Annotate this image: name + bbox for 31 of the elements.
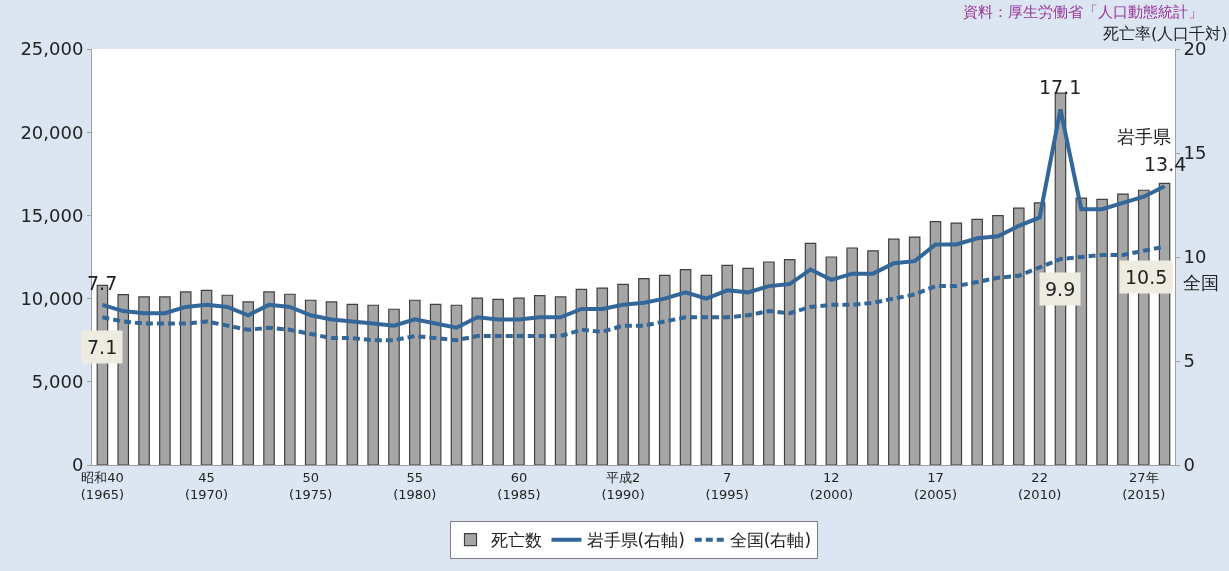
y2-axis-title: 死亡率(人口千対) (1103, 24, 1228, 43)
annotation: 岩手県 (1117, 126, 1171, 147)
y2-tick-label: 5 (1183, 350, 1196, 372)
y-tick-label: 20,000 (20, 121, 84, 143)
text: 全国 (1183, 272, 1219, 293)
x-tick-label: 昭和40 (1965) (80, 469, 125, 502)
y-tick-label: 5,000 (31, 371, 84, 393)
x-tick-label: 45 (1970) (184, 469, 229, 502)
legend-label: 岩手県(右軸) (586, 530, 685, 551)
y2-tick-label: 0 (1183, 454, 1196, 476)
x-tick-label: 60 (1985) (497, 469, 541, 502)
data-label: 10.5 (1125, 266, 1168, 288)
text: 資料：厚生労働省「人口動態統計」 (963, 3, 1203, 21)
x-tick-label: 7 (1995) (705, 469, 749, 502)
x-tick-label: 12 (2000) (809, 469, 853, 502)
y-tick-label: 25,000 (20, 38, 84, 60)
x-tick-label: 17 (2005) (913, 469, 958, 502)
y-tick-label: 10,000 (20, 287, 84, 309)
data-label: 9.9 (1045, 278, 1076, 300)
x-tick-label: 27年 (2015) (1122, 469, 1166, 502)
data-label: 17.1 (1039, 76, 1082, 98)
x-tick-label: 22 (2010) (1018, 469, 1062, 502)
x-tick-label: 平成2 (1990) (601, 469, 645, 502)
x-tick-label: 55 (1980) (393, 469, 437, 502)
legend-label: 全国(右軸) (729, 530, 812, 551)
y2-tick-label: 10 (1183, 246, 1207, 268)
data-label: 7.1 (87, 336, 118, 358)
y-tick-label: 15,000 (20, 204, 84, 226)
data-label: 7.7 (87, 272, 118, 294)
x-tick-label: 50 (1975) (289, 469, 333, 502)
legend-label: 死亡数 (490, 530, 542, 551)
